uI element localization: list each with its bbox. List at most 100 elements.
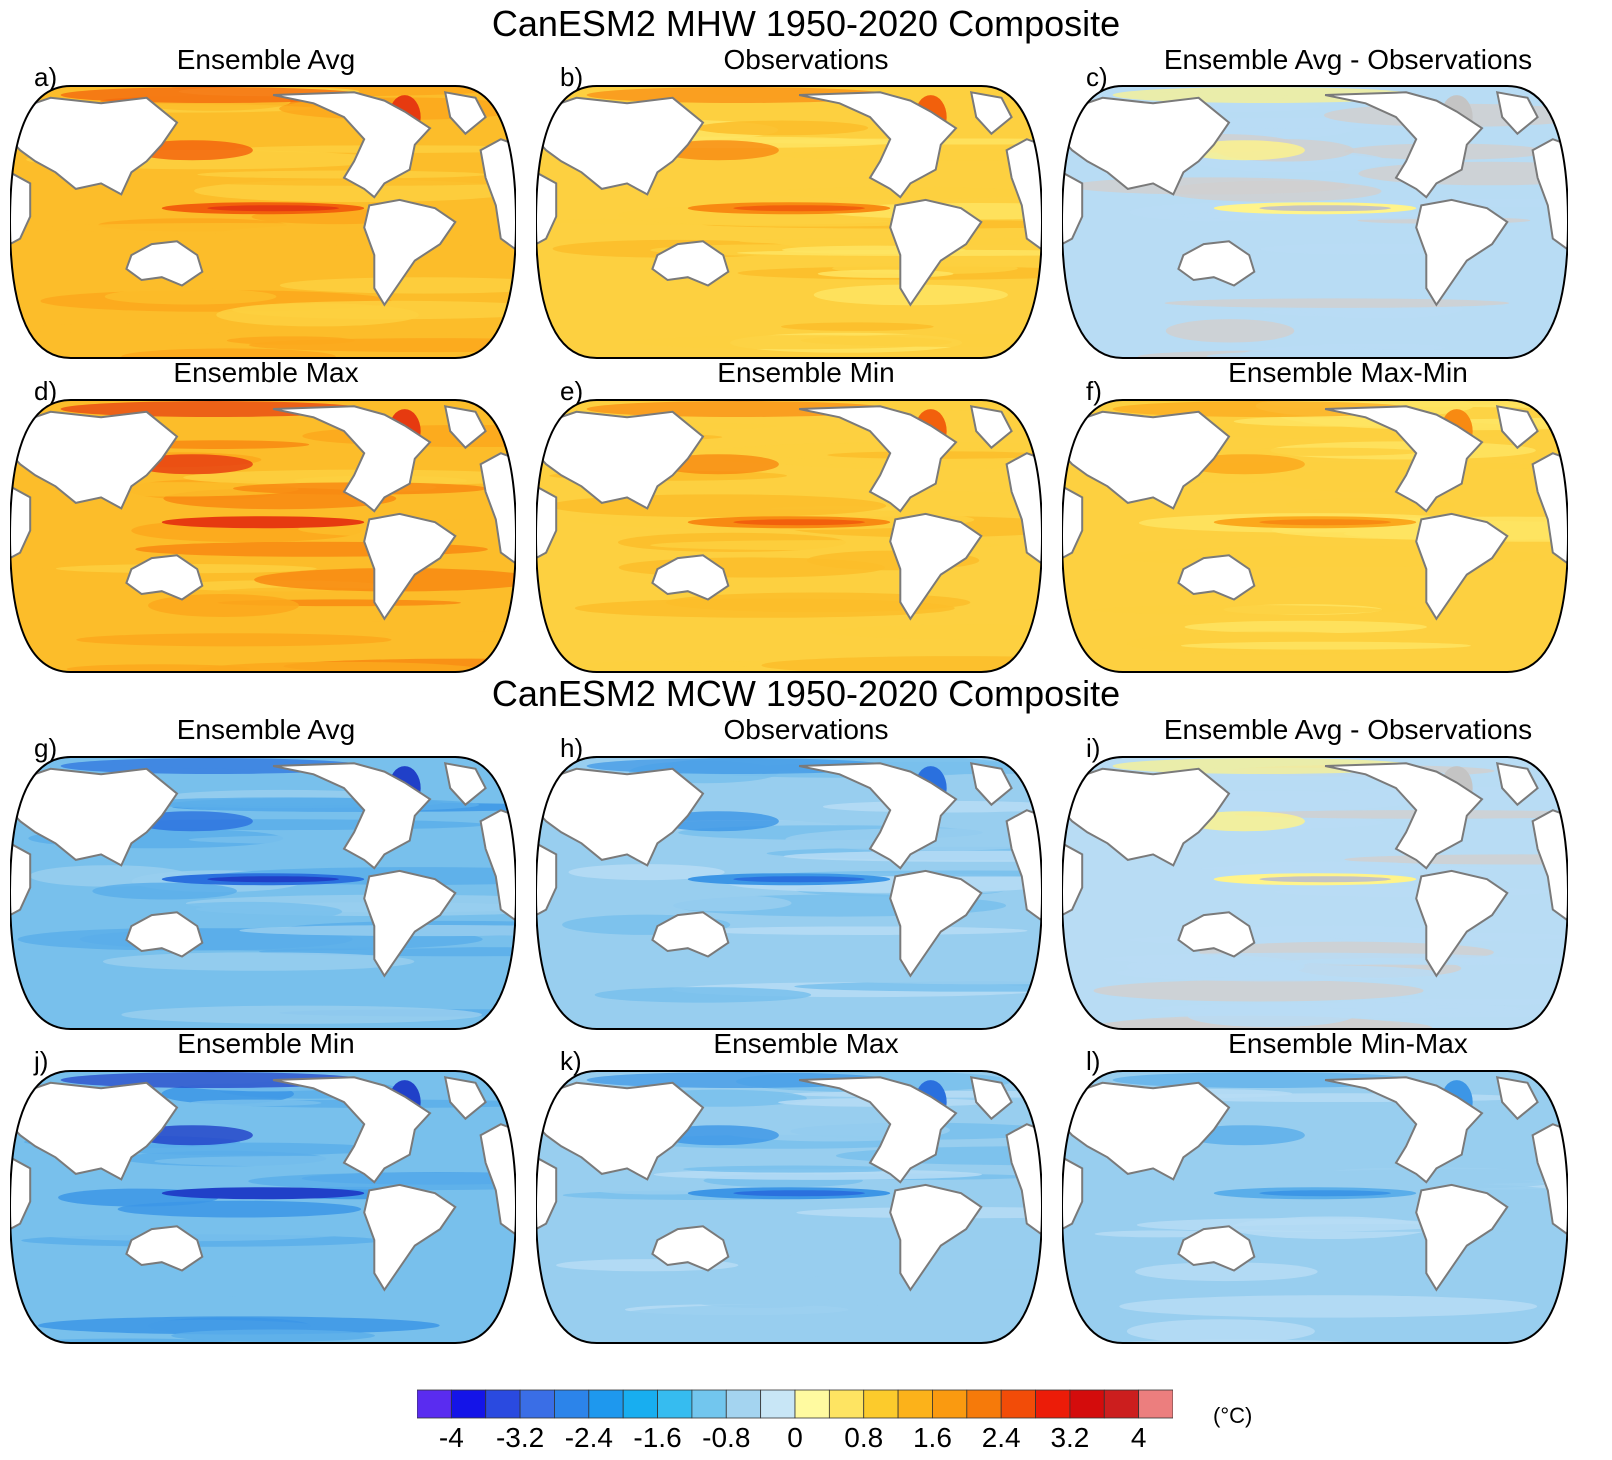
panel-title: Ensemble Max-Min — [1228, 357, 1468, 388]
land-mass — [969, 1076, 1013, 1121]
land-mass — [272, 762, 432, 870]
sst-anomaly-band — [1093, 979, 1424, 1002]
land-mass — [536, 841, 558, 917]
colorbar-unit: (°C) — [1213, 1403, 1253, 1428]
colorbar-swatch — [588, 1389, 624, 1419]
sst-anomaly-band — [216, 303, 419, 327]
land-mass — [1495, 91, 1539, 136]
land-mass — [363, 512, 457, 621]
colorbar-swatch — [450, 1389, 487, 1419]
equatorial-pacific-core — [207, 519, 339, 526]
colorbar-swatch — [554, 1389, 590, 1419]
world-map — [536, 756, 1042, 1030]
colorbar-tick-label: 1.6 — [912, 1422, 952, 1453]
land-mass — [125, 911, 204, 958]
map-border — [10, 85, 516, 359]
colorbar-swatch — [1103, 1389, 1140, 1419]
sst-anomaly-band — [1165, 319, 1295, 343]
sst-anomaly-band — [1126, 1319, 1315, 1343]
sst-anomaly-band — [683, 1165, 908, 1173]
colorbar-swatch — [794, 1389, 830, 1419]
colorbar-tick-label: 3.2 — [1050, 1422, 1090, 1453]
colorbar-swatch — [485, 1389, 521, 1419]
sst-anomaly-band — [1178, 211, 1466, 221]
equatorial-pacific-core — [1259, 1190, 1391, 1197]
world-map — [1062, 85, 1568, 359]
panel-letter: a) — [34, 62, 58, 92]
sst-anomaly-band — [657, 895, 792, 912]
sst-anomaly-band — [1119, 1295, 1538, 1318]
world-map — [536, 399, 1042, 673]
panel-title: Ensemble Min — [177, 1028, 355, 1059]
land-mass — [651, 911, 730, 958]
colorbar-swatch — [966, 1389, 1002, 1419]
colorbar-swatch — [1069, 1389, 1105, 1419]
land-mass — [1062, 1081, 1231, 1181]
sst-anomaly-band — [692, 1294, 832, 1308]
land-mass — [10, 170, 32, 246]
map-border — [10, 399, 516, 673]
map-border — [10, 1070, 516, 1344]
panel-letter: k) — [560, 1046, 582, 1076]
land-mass — [10, 1155, 32, 1231]
equatorial-pacific-core — [733, 205, 865, 212]
sst-anomaly-band — [794, 981, 1042, 992]
panel-title: Ensemble Min — [717, 357, 895, 388]
colorbar-swatch — [1138, 1389, 1173, 1419]
sst-anomaly-band — [780, 322, 934, 331]
land-mass — [10, 767, 179, 867]
land-mass — [798, 762, 958, 870]
colorbar-tick-label: -1.6 — [633, 1422, 682, 1453]
colorbar-swatch — [1035, 1389, 1071, 1419]
panel-letter: d) — [34, 376, 58, 406]
map-border — [1062, 1070, 1568, 1344]
sst-anomaly-band — [1184, 620, 1427, 634]
mcw-section-title: CanESM2 MCW 1950-2020 Composite — [491, 673, 1121, 714]
land-mass — [443, 91, 487, 136]
sst-anomaly-band — [1180, 641, 1471, 650]
land-mass — [125, 554, 204, 601]
sst-anomaly-band — [1206, 349, 1560, 358]
land-mass — [969, 405, 1013, 450]
map-border — [536, 85, 1042, 359]
sst-anomaly-band — [248, 338, 516, 353]
land-mass — [1177, 1225, 1256, 1272]
map-border — [536, 756, 1042, 1030]
sst-anomaly-band — [1328, 1281, 1568, 1296]
panel-title: Ensemble Max — [713, 1028, 899, 1059]
sst-anomaly-band — [37, 1316, 440, 1335]
equatorial-pacific-core — [733, 876, 865, 883]
colorbar-swatch — [519, 1389, 555, 1419]
sst-anomaly-band — [697, 926, 1028, 936]
land-mass — [1062, 484, 1084, 560]
sst-anomaly-band — [1220, 447, 1423, 456]
panel-letter: c) — [1086, 62, 1108, 92]
sst-anomaly-band — [25, 323, 277, 334]
world-map — [10, 756, 516, 1030]
land-mass — [1005, 1123, 1042, 1237]
sst-anomaly-band — [1092, 604, 1384, 615]
land-mass — [1062, 170, 1084, 246]
land-mass — [1062, 410, 1231, 510]
map-border — [1062, 756, 1568, 1030]
land-mass — [1324, 1076, 1484, 1184]
land-mass — [651, 1225, 730, 1272]
panel-letter: j) — [34, 1046, 49, 1076]
colorbar — [417, 1389, 1173, 1419]
sst-anomaly-band — [790, 870, 1042, 877]
land-mass — [651, 554, 730, 601]
land-mass — [1005, 452, 1042, 566]
sst-anomaly-band — [828, 624, 1042, 640]
land-mass — [536, 96, 705, 196]
world-map — [10, 85, 516, 359]
world-map — [10, 399, 516, 673]
sst-anomaly-band — [1259, 243, 1461, 255]
equatorial-pacific-core — [733, 1190, 865, 1197]
land-mass — [1531, 452, 1568, 566]
equatorial-pacific-core — [207, 205, 339, 212]
land-mass — [889, 198, 983, 307]
land-mass — [1062, 767, 1231, 867]
land-mass — [1177, 911, 1256, 958]
panel-title: Ensemble Avg — [176, 44, 356, 75]
map-border — [1062, 85, 1568, 359]
